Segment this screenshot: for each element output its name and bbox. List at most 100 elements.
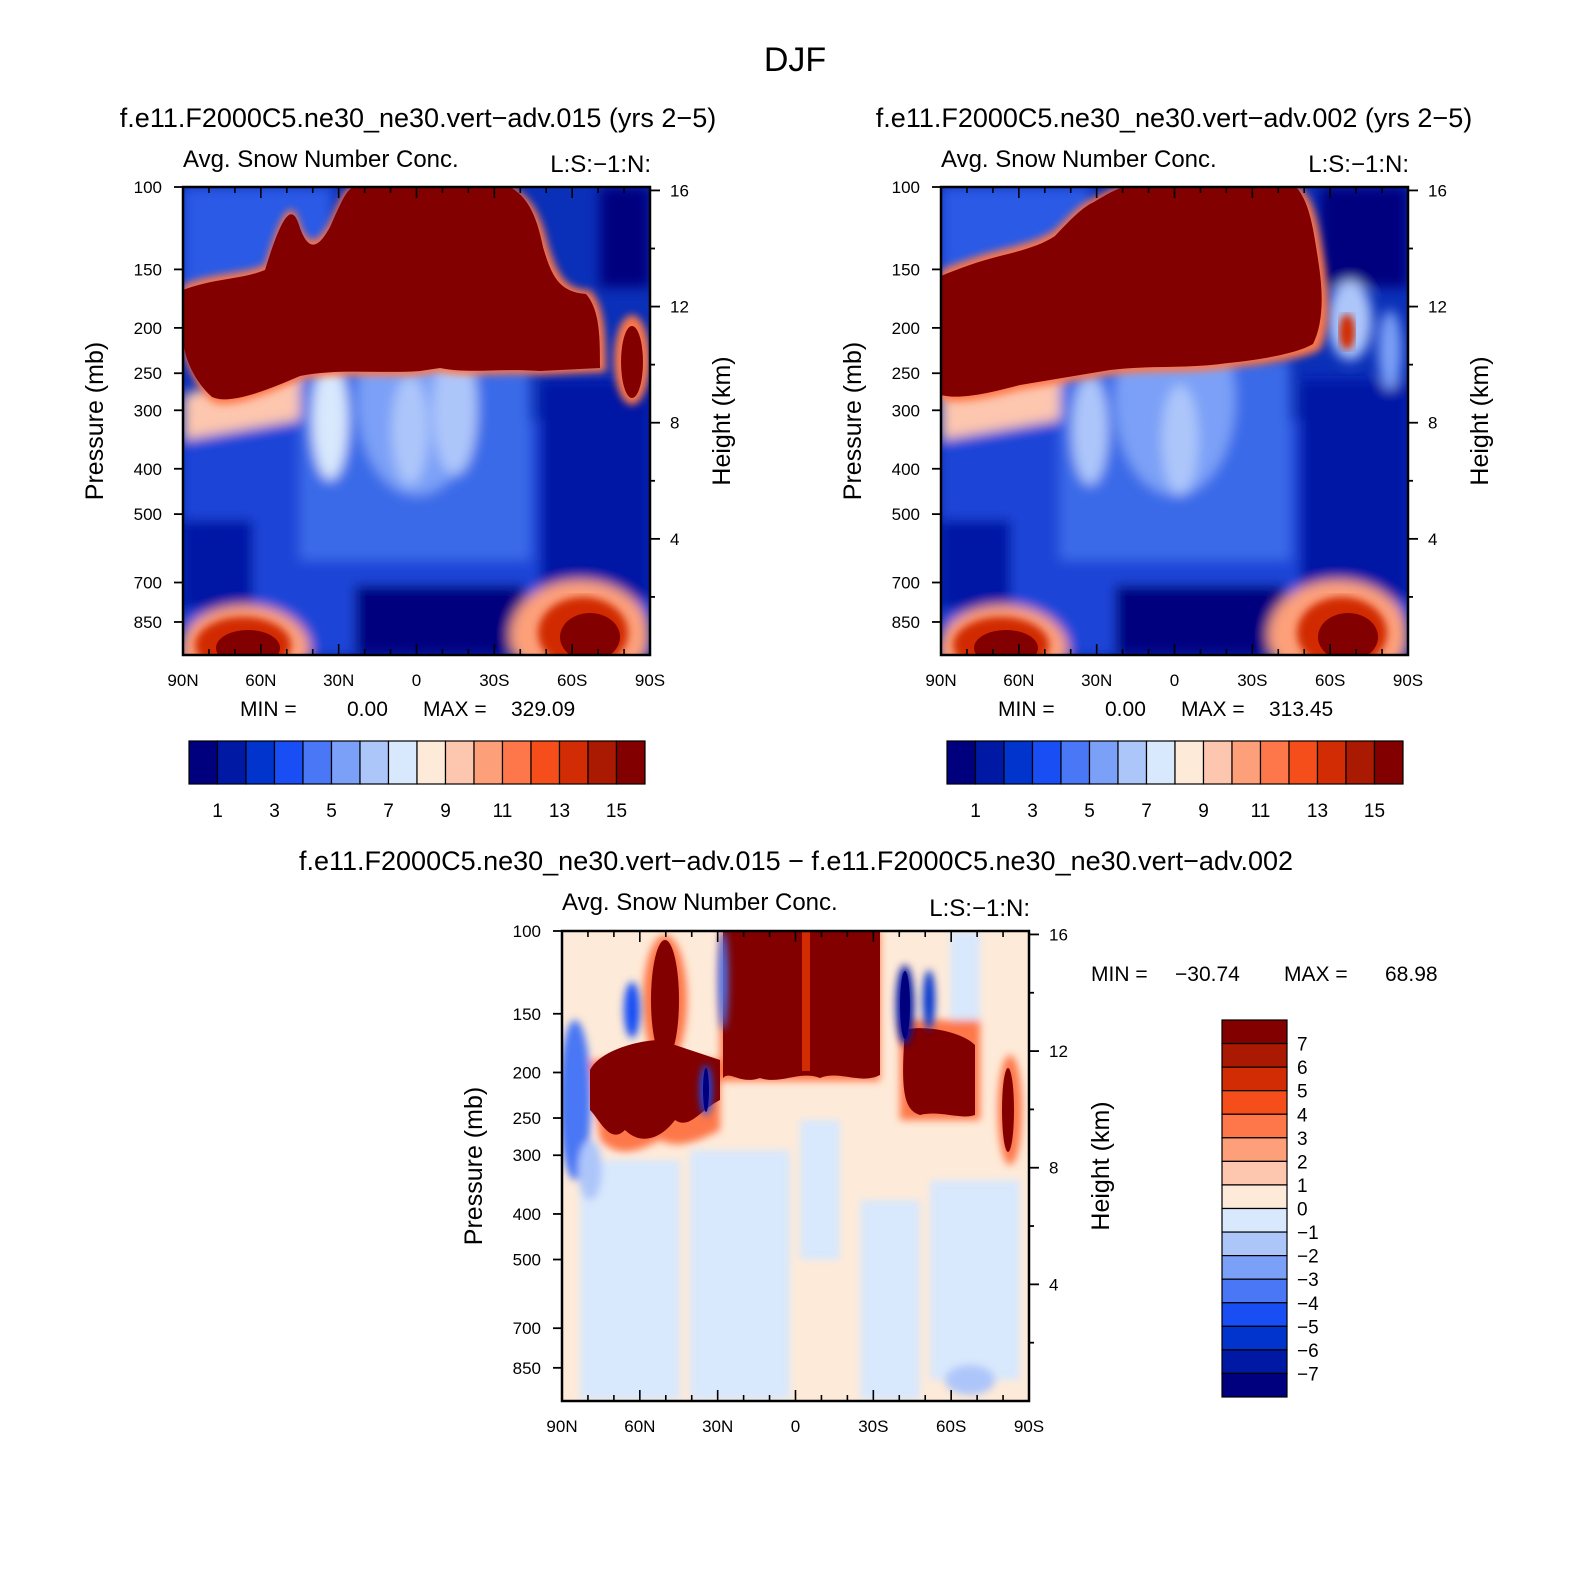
y2-tick-label: 12 <box>1428 298 1447 317</box>
colorbar-label: −6 <box>1297 1341 1319 1362</box>
panel-2-max-label: MAX = <box>1181 698 1245 721</box>
colorbar-label: 11 <box>493 801 513 822</box>
y-tick-label: 100 <box>134 178 162 197</box>
colorbar-box <box>473 740 504 785</box>
colorbar-box <box>1221 1184 1288 1210</box>
y2-tick-label: 4 <box>1428 530 1437 549</box>
panel-1-min-value: 0.00 <box>347 698 388 721</box>
colorbar-box <box>1221 1160 1288 1186</box>
y-tick-label: 700 <box>513 1319 541 1338</box>
x-tick-label: 30S <box>858 1417 888 1436</box>
x-tick-label: 0 <box>791 1417 800 1436</box>
panel-1-y2label: Height (km) <box>708 356 736 485</box>
y-tick-label: 300 <box>892 401 920 420</box>
y-tick-label: 500 <box>892 505 920 524</box>
panel-1-max-label: MAX = <box>423 698 487 721</box>
x-tick-label: 90N <box>925 671 956 690</box>
y-tick-label: 300 <box>513 1146 541 1165</box>
panel-1-run-title: f.e11.F2000C5.ne30_ne30.vert−adv.015 (yr… <box>120 103 716 133</box>
panel-1-max-value: 329.09 <box>511 698 575 721</box>
colorbar-box <box>1221 1325 1288 1351</box>
y-tick-label: 700 <box>134 574 162 593</box>
y2-tick-label: 12 <box>670 298 689 317</box>
x-tick-label: 30N <box>323 671 354 690</box>
x-tick-label: 60S <box>1315 671 1345 690</box>
colorbar-label: 1 <box>1297 1176 1308 1197</box>
colorbar-label: −7 <box>1297 1364 1319 1385</box>
colorbar-label: 5 <box>1084 801 1095 822</box>
y-tick-label: 250 <box>513 1109 541 1128</box>
y-tick-label: 150 <box>513 1005 541 1024</box>
panel-2-var-title: Avg. Snow Number Conc. <box>941 146 1217 173</box>
panel-3-var-title: Avg. Snow Number Conc. <box>562 889 838 916</box>
x-tick-label: 60S <box>936 1417 966 1436</box>
panel-2-ylabel: Pressure (mb) <box>839 342 867 500</box>
colorbar-box <box>558 740 589 785</box>
x-tick-label: 0 <box>412 671 421 690</box>
y2-tick-label: 12 <box>1049 1042 1068 1061</box>
x-tick-label: 30N <box>702 1417 733 1436</box>
x-tick-label: 90N <box>167 671 198 690</box>
colorbar-label: −4 <box>1297 1294 1319 1315</box>
colorbar-label: 4 <box>1297 1105 1308 1126</box>
y-tick-label: 500 <box>134 505 162 524</box>
colorbar-box <box>974 740 1005 785</box>
colorbar-box <box>1060 740 1091 785</box>
y-tick-label: 500 <box>513 1251 541 1270</box>
y-tick-label: 150 <box>892 260 920 279</box>
x-tick-label: 90N <box>546 1417 577 1436</box>
colorbar-label: 1 <box>970 801 981 822</box>
x-tick-label: 60N <box>624 1417 655 1436</box>
panel-1-var-title: Avg. Snow Number Conc. <box>183 146 459 173</box>
y-tick-label: 400 <box>892 460 920 479</box>
y2-tick-label: 16 <box>1428 181 1447 200</box>
panel-2-axes: 90N 60N 30N 0 30S 60S 90S 100 150 200 250 300 400 500… <box>892 178 1447 690</box>
colorbar-label: 13 <box>549 801 570 822</box>
panel-3-diff-title: f.e11.F2000C5.ne30_ne30.vert−adv.015 − f… <box>299 846 1293 876</box>
panel-3-min-label: MIN = <box>1091 963 1148 986</box>
colorbar-label: 3 <box>269 801 280 822</box>
y-tick-label: 850 <box>513 1359 541 1378</box>
colorbar-box <box>1221 1372 1288 1398</box>
colorbar-label: 1 <box>212 801 223 822</box>
colorbar-box <box>1259 740 1290 785</box>
panel-1-contour-field <box>183 187 650 655</box>
panel-3-axes: 90N 60N 30N 0 30S 60S 90S 100 150 200 250 300 400 500… <box>513 922 1068 1436</box>
colorbar-label: −2 <box>1297 1247 1319 1268</box>
colorbar-box <box>501 740 532 785</box>
colorbar-box <box>1117 740 1148 785</box>
x-tick-label: 90S <box>1393 671 1423 690</box>
colorbar-box <box>1031 740 1062 785</box>
colorbar-box <box>1221 1255 1288 1280</box>
colorbar-box <box>1202 740 1233 785</box>
x-tick-label: 90S <box>1014 1417 1044 1436</box>
panel-1-min-label: MIN = <box>240 698 297 721</box>
colorbar-label: 7 <box>1297 1035 1308 1056</box>
panel-1-right-title: L:S:−1:N: <box>550 151 651 178</box>
x-tick-label: 60S <box>557 671 587 690</box>
y2-tick-label: 16 <box>670 181 689 200</box>
colorbar-box <box>1221 1137 1288 1162</box>
panel-3-contour-field <box>562 931 1029 1401</box>
panel-3-max-value: 68.98 <box>1385 963 1438 986</box>
panel-3-ylabel: Pressure (mb) <box>460 1087 488 1245</box>
colorbar-box <box>444 740 475 785</box>
panel-1-axes: 90N 60N 30N 0 30S 60S 90S 100 150 200 250 300 400 500… <box>134 178 689 690</box>
x-tick-label: 0 <box>1170 671 1179 690</box>
panel-2-right-title: L:S:−1:N: <box>1308 151 1409 178</box>
colorbar-box <box>1231 740 1262 785</box>
figure-title: DJF <box>764 41 826 79</box>
colorbar-box <box>1221 1066 1288 1092</box>
colorbar-box <box>330 740 361 785</box>
panel-1-ylabel: Pressure (mb) <box>81 342 109 500</box>
colorbar-label: −3 <box>1297 1270 1319 1291</box>
y-tick-label: 850 <box>892 613 920 632</box>
colorbar-box <box>387 740 418 785</box>
y-tick-label: 250 <box>134 364 162 383</box>
colorbar-box <box>1221 1042 1288 1068</box>
y-tick-label: 200 <box>134 319 162 338</box>
panel-2: f.e11.F2000C5.ne30_ne30.vert−adv.002 (yr… <box>839 103 1494 822</box>
panel-2-run-title: f.e11.F2000C5.ne30_ne30.vert−adv.002 (yr… <box>876 103 1472 133</box>
colorbar-box <box>416 740 447 785</box>
